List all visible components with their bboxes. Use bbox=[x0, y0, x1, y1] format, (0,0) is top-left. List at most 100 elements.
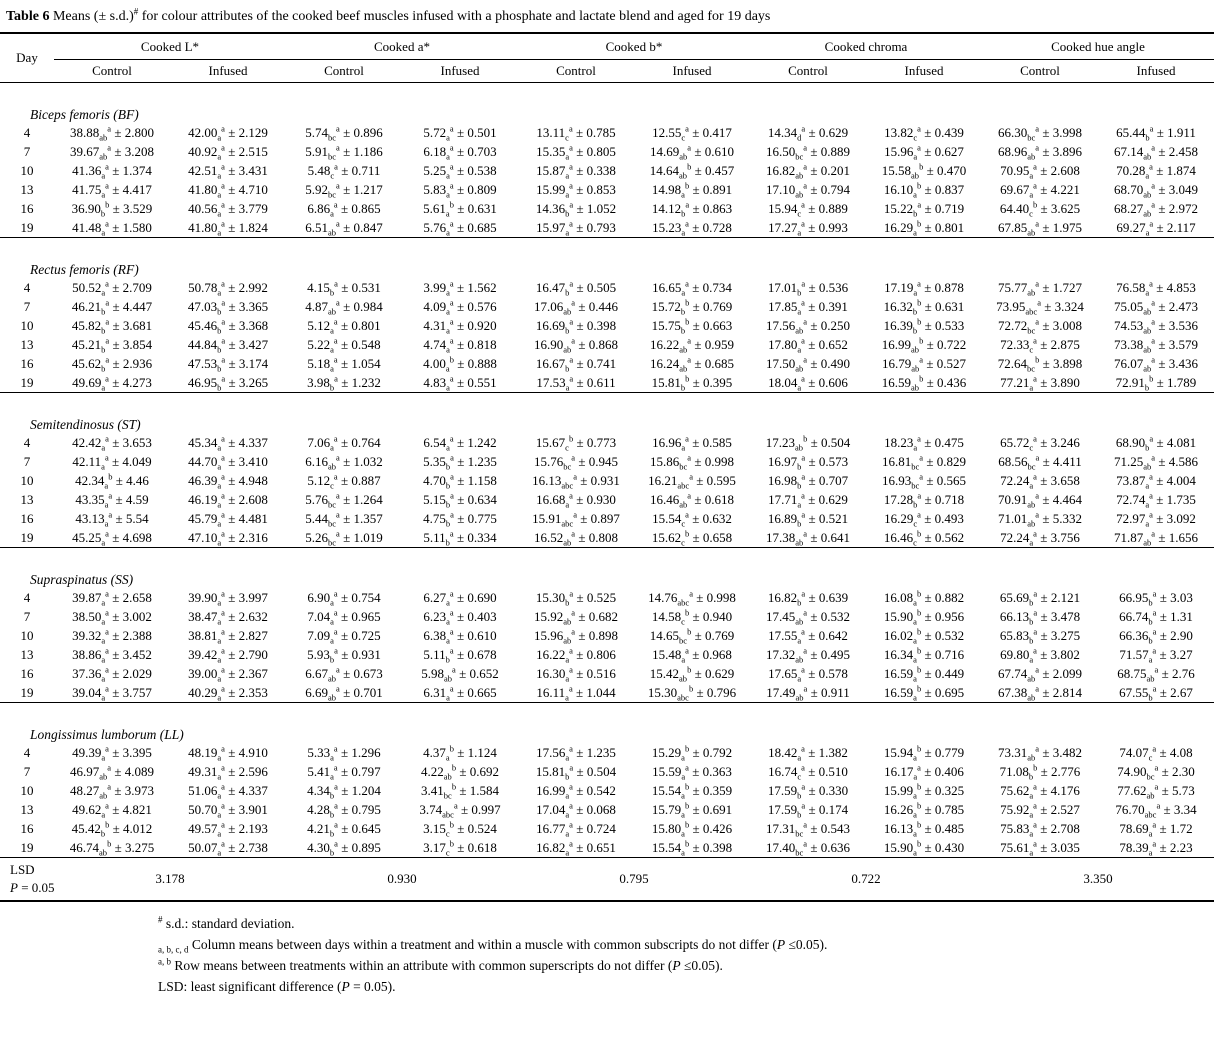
data-cell: 38.88aba ± 2.800 bbox=[70, 123, 154, 143]
data-cell: 7.04aa ± 0.965 bbox=[307, 607, 381, 627]
data-cell: 77.21aa ± 3.890 bbox=[1000, 373, 1080, 393]
data-cell: 72.74aa ± 1.735 bbox=[1116, 490, 1196, 510]
data-cell: 15.23aa ± 0.728 bbox=[652, 218, 732, 238]
data-cell: 71.25aba ± 4.586 bbox=[1114, 452, 1198, 472]
data-cell: 15.72bb ± 0.769 bbox=[651, 297, 733, 317]
header-treatment-row: Control Infused Control Infused Control Infus… bbox=[0, 59, 1214, 83]
data-cell: 17.38aba ± 0.641 bbox=[766, 528, 850, 548]
data-cell: 15.94ca ± 0.889 bbox=[768, 199, 848, 219]
data-cell: 64.40cb ± 3.625 bbox=[999, 199, 1081, 219]
data-cell: 16.99aa ± 0.542 bbox=[536, 781, 616, 801]
data-cell: 16.99abb ± 0.722 bbox=[881, 335, 967, 355]
data-cell: 15.75bb ± 0.663 bbox=[651, 316, 733, 336]
table-row: 13 41.75aa ± 4.417 41.80aa ± 4.710 5.92bca … bbox=[0, 180, 1214, 199]
data-cell: 49.69aa ± 4.273 bbox=[72, 373, 152, 393]
data-cell: 17.45aba ± 0.532 bbox=[766, 607, 850, 627]
data-cell: 4.83aa ± 0.551 bbox=[423, 373, 497, 393]
treatment-column-header: Control bbox=[286, 59, 402, 83]
data-cell: 45.21ba ± 3.854 bbox=[71, 335, 153, 355]
data-cell: 49.31aa ± 2.596 bbox=[188, 762, 268, 782]
data-cell: 74.90bca ± 2.30 bbox=[1117, 762, 1195, 782]
data-cell: 48.19aa ± 4.910 bbox=[188, 743, 268, 763]
data-cell: 68.90ba ± 4.081 bbox=[1115, 433, 1197, 453]
muscle-section-row: Rectus femoris (RF) bbox=[0, 237, 1214, 278]
data-cell: 14.76abca ± 0.998 bbox=[648, 588, 736, 608]
data-cell: 17.59ba ± 0.330 bbox=[767, 781, 849, 801]
muscle-section-row: Longissimus lumborum (LL) bbox=[0, 702, 1214, 743]
day-cell: 7 bbox=[23, 453, 31, 469]
data-cell: 16.96aa ± 0.585 bbox=[652, 433, 732, 453]
title-text-1: Means (± s.d.) bbox=[49, 9, 134, 24]
data-cell: 15.96aba ± 0.898 bbox=[534, 626, 618, 646]
data-cell: 4.75ba ± 0.775 bbox=[423, 509, 497, 529]
data-cell: 66.74ba ± 1.31 bbox=[1119, 607, 1193, 627]
data-cell: 16.32bb ± 0.631 bbox=[883, 297, 965, 317]
data-cell: 17.27aa ± 0.993 bbox=[768, 218, 848, 238]
data-cell: 6.67aba ± 0.673 bbox=[305, 664, 383, 684]
treatment-column-header: Control bbox=[750, 59, 866, 83]
data-cell: 6.86aa ± 0.865 bbox=[307, 199, 381, 219]
data-cell: 16.17aa ± 0.406 bbox=[884, 762, 964, 782]
table-row: 10 45.82ba ± 3.681 45.46ba ± 3.368 5.12aa ±… bbox=[0, 316, 1214, 335]
data-cell: 4.00ab ± 0.888 bbox=[423, 354, 497, 374]
data-cell: 71.01aba ± 5.332 bbox=[998, 509, 1082, 529]
data-cell: 45.46ba ± 3.368 bbox=[187, 316, 269, 336]
data-cell: 17.40bca ± 0.636 bbox=[766, 838, 850, 858]
data-cell: 17.23abb ± 0.504 bbox=[765, 433, 851, 453]
data-table: Day Cooked L* Cooked a* Cooked b* Cooked chr… bbox=[0, 32, 1214, 902]
data-cell: 65.44ba ± 1.911 bbox=[1116, 123, 1196, 143]
data-cell: 16.69ba ± 0.398 bbox=[535, 316, 617, 336]
data-cell: 42.00aa ± 2.129 bbox=[188, 123, 268, 143]
data-cell: 16.50bca ± 0.889 bbox=[766, 142, 850, 162]
table-row: 4 39.87aa ± 2.658 39.90aa ± 3.997 6.90aa ± … bbox=[0, 588, 1214, 607]
data-cell: 16.89ba ± 0.521 bbox=[767, 509, 849, 529]
data-cell: 15.91abca ± 0.897 bbox=[532, 509, 620, 529]
header-group-row: Day Cooked L* Cooked a* Cooked b* Cooked chr… bbox=[0, 33, 1214, 83]
data-cell: 78.39aa ± 2.23 bbox=[1119, 838, 1193, 858]
data-cell: 15.97aa ± 0.793 bbox=[536, 218, 616, 238]
data-cell: 17.01ba ± 0.536 bbox=[767, 278, 849, 298]
table-head: Day Cooked L* Cooked a* Cooked b* Cooked chr… bbox=[0, 33, 1214, 83]
day-cell: 19 bbox=[20, 374, 34, 390]
data-cell: 3.17cb ± 0.618 bbox=[423, 838, 497, 858]
data-cell: 16.30aa ± 0.516 bbox=[536, 664, 616, 684]
data-cell: 45.62ba ± 2.936 bbox=[71, 354, 153, 374]
lsd-value: 3.178 bbox=[54, 857, 286, 902]
table-row: 7 46.97aba ± 4.089 49.31aa ± 2.596 5.41aa ±… bbox=[0, 762, 1214, 781]
data-cell: 71.87aba ± 1.656 bbox=[1114, 528, 1198, 548]
data-cell: 5.61ab ± 0.631 bbox=[423, 199, 497, 219]
data-cell: 69.27aa ± 2.117 bbox=[1116, 218, 1196, 238]
data-cell: 14.65bcb ± 0.769 bbox=[649, 626, 735, 646]
data-cell: 5.35ba ± 1.235 bbox=[423, 452, 497, 472]
attribute-group-header: Cooked hue angle bbox=[982, 33, 1214, 60]
data-cell: 44.84ba ± 3.427 bbox=[187, 335, 269, 355]
data-cell: 15.58abb ± 0.470 bbox=[881, 161, 967, 181]
table-body: Biceps femoris (BF) 4 38.88aba ± 2.800 42.0… bbox=[0, 83, 1214, 902]
data-cell: 15.90ab ± 0.956 bbox=[883, 607, 965, 627]
data-cell: 68.75aba ± 2.76 bbox=[1117, 664, 1195, 684]
table-row: 7 38.50aa ± 3.002 38.47aa ± 2.632 7.04aa ± … bbox=[0, 607, 1214, 626]
data-cell: 40.29aa ± 2.353 bbox=[188, 683, 268, 703]
table-number: Table 6 bbox=[6, 9, 50, 24]
lsd-value: 0.722 bbox=[750, 857, 982, 902]
data-cell: 67.38aba ± 2.814 bbox=[998, 683, 1082, 703]
data-cell: 67.85aba ± 1.975 bbox=[998, 218, 1082, 238]
treatment-column-header: Infused bbox=[866, 59, 982, 83]
data-cell: 4.74aa ± 0.818 bbox=[423, 335, 497, 355]
table-row: 7 46.21ba ± 4.447 47.03ba ± 3.365 4.87aba ±… bbox=[0, 297, 1214, 316]
data-cell: 17.59ba ± 0.174 bbox=[767, 800, 849, 820]
data-cell: 46.21ba ± 4.447 bbox=[71, 297, 153, 317]
data-cell: 5.98aba ± 0.652 bbox=[421, 664, 499, 684]
data-cell: 50.52aa ± 2.709 bbox=[72, 278, 152, 298]
data-cell: 45.25aa ± 4.698 bbox=[72, 528, 152, 548]
table-row: 10 39.32aa ± 2.388 38.81aa ± 2.827 7.09aa ±… bbox=[0, 626, 1214, 645]
data-cell: 16.90aba ± 0.868 bbox=[534, 335, 618, 355]
attribute-group-header: Cooked chroma bbox=[750, 33, 982, 60]
data-cell: 16.59ab ± 0.449 bbox=[883, 664, 965, 684]
data-cell: 16.21abca ± 0.595 bbox=[648, 471, 736, 491]
data-cell: 17.32aba ± 0.495 bbox=[766, 645, 850, 665]
data-cell: 13.11ca ± 0.785 bbox=[536, 123, 616, 143]
data-cell: 14.98ab ± 0.891 bbox=[651, 180, 733, 200]
data-cell: 15.96aa ± 0.627 bbox=[884, 142, 964, 162]
data-cell: 5.92bca ± 1.217 bbox=[305, 180, 383, 200]
